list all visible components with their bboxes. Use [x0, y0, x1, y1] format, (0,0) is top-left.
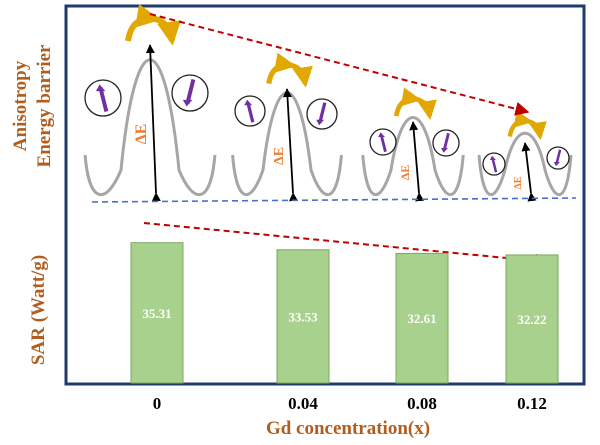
spin-up-icon	[491, 158, 498, 173]
bar-0.08	[395, 252, 449, 384]
curved-flip-arrow	[281, 62, 313, 88]
spin-up-icon	[98, 87, 109, 112]
spin-down-icon	[185, 79, 196, 104]
spin-arrowhead	[553, 162, 560, 167]
delta-e-arrow	[145, 44, 161, 202]
delta-e-arrow	[521, 142, 537, 202]
energy-barrier-3: ΔE	[477, 110, 573, 202]
spin-arrowhead	[489, 155, 496, 160]
baseline-dashed	[91, 197, 577, 203]
delta-e-arrow	[409, 121, 425, 202]
spin-arrowhead	[316, 119, 325, 126]
spin-arrowhead	[182, 99, 193, 107]
x-tick-0.12: 0.12	[517, 394, 547, 413]
curved-flip-arrow	[266, 52, 297, 85]
spin-down-icon	[555, 149, 562, 164]
x-tick-0: 0	[153, 394, 162, 413]
bar-0	[130, 242, 184, 384]
spin-arrowhead	[244, 99, 253, 106]
spin-arrowhead	[378, 132, 385, 138]
delta-e-label: ΔE	[272, 147, 287, 165]
delta-e-label: ΔE	[513, 176, 524, 189]
delta-e-label: ΔE	[133, 124, 150, 145]
bar-0.04	[276, 249, 330, 384]
x-tick-0.04: 0.04	[288, 394, 318, 413]
bar-value-label: 32.61	[407, 311, 436, 326]
bar-value-label: 35.31	[142, 306, 171, 321]
curved-flip-arrow	[143, 15, 181, 46]
energy-barrier-1: ΔE	[231, 52, 343, 202]
energy-barrier-curve	[361, 116, 465, 197]
delta-e-label: ΔE	[398, 165, 412, 181]
lower-trend-arrow	[143, 222, 550, 268]
upper-trend-arrow	[149, 13, 530, 116]
spin-down-icon	[442, 132, 450, 151]
x-tick-labels: 0 0.04 0.08 0.12	[153, 394, 547, 413]
upper-ylabel-line1: Anisotropy	[10, 60, 31, 151]
bar-value-label: 33.53	[288, 309, 318, 324]
spin-up-icon	[246, 102, 255, 123]
energy-barrier-group: ΔE ΔE ΔE ΔE	[83, 4, 573, 202]
upper-ylabel-line2: Energy barrier	[34, 44, 55, 168]
sar-ylabel: SAR (Watt/g)	[28, 255, 49, 365]
spin-up-icon	[379, 134, 387, 153]
bar-0.12	[505, 254, 559, 384]
bar-value-label: 32.22	[517, 312, 546, 327]
spin-arrowhead	[95, 84, 106, 92]
curved-flip-arrow	[520, 118, 547, 141]
x-tick-0.08: 0.08	[407, 394, 437, 413]
bar-series: 35.31 33.53 32.61 32.22	[130, 242, 559, 384]
x-axis-label: Gd concentration(x)	[266, 418, 430, 439]
curved-flip-arrow	[393, 87, 422, 117]
spin-down-icon	[318, 102, 327, 123]
spin-arrowhead	[441, 147, 448, 153]
delta-e-arrow	[282, 88, 298, 202]
energy-barrier-2: ΔE	[361, 87, 465, 202]
curved-flip-arrow	[125, 4, 161, 42]
curved-flip-arrow	[408, 96, 437, 120]
energy-barrier-curve	[477, 132, 573, 196]
energy-barrier-0: ΔE	[83, 4, 217, 202]
plot-frame	[64, 4, 586, 386]
